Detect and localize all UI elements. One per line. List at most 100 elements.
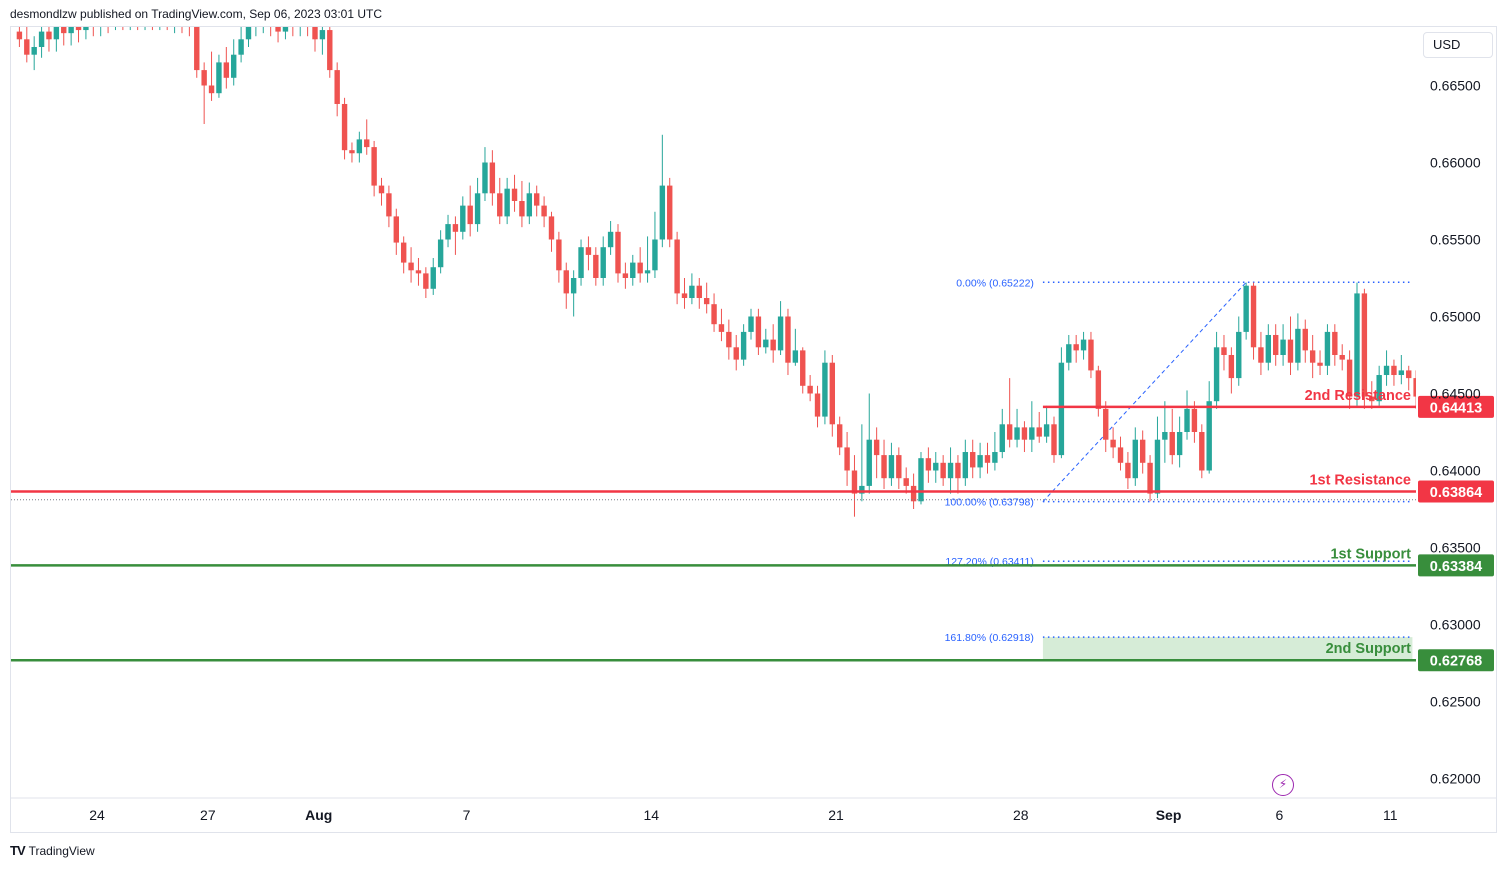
candle-body xyxy=(1206,401,1212,471)
candle-body xyxy=(1213,347,1220,402)
resistance-level-name: 1st Resistance xyxy=(1309,472,1411,488)
candle-body xyxy=(1354,293,1360,397)
candle-body xyxy=(600,247,606,278)
y-tick-label: 0.62000 xyxy=(1430,771,1481,787)
candle-body xyxy=(1029,427,1035,440)
resistance-price-tag-label: 0.64413 xyxy=(1430,400,1482,416)
candle-body xyxy=(740,331,747,360)
fib-extension-zone xyxy=(1042,637,1413,661)
candle-body xyxy=(947,462,954,479)
candle-body xyxy=(1280,339,1286,355)
candle-body xyxy=(1110,439,1116,448)
candle-body xyxy=(1006,424,1013,440)
candle-body xyxy=(844,447,850,471)
candle-body xyxy=(970,452,976,468)
candle-body xyxy=(910,485,917,502)
candle-body xyxy=(1243,285,1249,332)
candle-body xyxy=(622,273,629,278)
support-price-tag-label: 0.62768 xyxy=(1430,654,1482,670)
candle-body xyxy=(903,478,909,486)
candle-body xyxy=(371,147,377,186)
y-tick-label: 0.65000 xyxy=(1430,309,1481,325)
candle-body xyxy=(334,70,340,104)
candle-body xyxy=(408,262,414,271)
candle-body xyxy=(519,201,525,217)
candle-body xyxy=(822,362,828,417)
footer-brand: TV TradingView xyxy=(10,843,95,858)
candle-body xyxy=(526,193,533,217)
candle-body xyxy=(814,393,821,417)
candle-body xyxy=(570,278,577,294)
candle-body xyxy=(933,462,939,471)
candle-body xyxy=(1191,408,1198,432)
chart-frame[interactable] xyxy=(10,26,1497,833)
candle-body xyxy=(1176,432,1183,456)
candle-body xyxy=(31,47,37,55)
candle-body xyxy=(452,224,459,232)
candle-body xyxy=(1125,462,1131,479)
candle-body xyxy=(135,16,140,24)
y-tick-label: 0.64500 xyxy=(1430,386,1481,402)
plot-area[interactable] xyxy=(11,9,1471,661)
candle-body xyxy=(504,188,510,217)
candle-body xyxy=(1317,362,1323,366)
candle-body xyxy=(992,452,998,463)
candle-body xyxy=(962,452,969,479)
lightning-bolt-icon[interactable]: ⚡ xyxy=(1272,774,1294,796)
fib-level-label: 0.00% (0.65222) xyxy=(956,277,1034,289)
candle-body xyxy=(305,24,310,27)
candle-body xyxy=(1346,359,1353,397)
candle-body xyxy=(644,270,651,274)
x-tick-label: 21 xyxy=(828,807,844,823)
candle-body xyxy=(1080,339,1087,351)
y-tick-label: 0.63500 xyxy=(1430,540,1481,556)
candle-body xyxy=(859,485,865,494)
support-level-name: 1st Support xyxy=(1330,546,1411,562)
candle-body xyxy=(1058,362,1065,456)
resistance-price-tag-label: 0.63864 xyxy=(1430,485,1482,501)
candle-body xyxy=(261,21,266,24)
y-tick-label: 0.62500 xyxy=(1430,694,1481,710)
candle-body xyxy=(282,27,289,32)
candle-body xyxy=(312,27,318,40)
candle-body xyxy=(593,254,599,278)
support-price-tag xyxy=(1418,649,1494,672)
candle-body xyxy=(1391,365,1397,376)
candle-body xyxy=(497,193,503,217)
candle-body xyxy=(201,70,207,86)
x-tick-label: 28 xyxy=(1013,807,1029,823)
candle-body xyxy=(548,216,555,240)
candle-body xyxy=(1051,424,1057,456)
candle-body xyxy=(630,262,636,278)
resistance-level-name: 2nd Resistance xyxy=(1305,388,1411,404)
candle-body xyxy=(1073,344,1079,351)
candle-body xyxy=(1458,509,1463,524)
candle-body xyxy=(482,162,488,194)
candle-body xyxy=(341,103,348,151)
candle-body xyxy=(785,316,791,363)
candle-body xyxy=(489,162,496,194)
candle-body xyxy=(1221,347,1227,355)
candle-body xyxy=(637,262,643,274)
candle-body xyxy=(999,424,1005,453)
candle-body xyxy=(1295,328,1301,363)
x-tick-label: 6 xyxy=(1276,807,1284,823)
x-tick-label: Aug xyxy=(305,807,332,823)
candle-body xyxy=(1302,328,1308,351)
candle-body xyxy=(829,362,836,425)
candle-body xyxy=(1465,504,1470,524)
x-tick-label: 27 xyxy=(200,807,216,823)
candle-body xyxy=(1021,427,1028,440)
candle-body xyxy=(172,21,177,24)
candle-body xyxy=(1383,365,1390,376)
currency-selector[interactable]: USD xyxy=(1423,32,1493,58)
candle-body xyxy=(38,31,45,47)
candle-body xyxy=(1066,344,1072,363)
candle-body xyxy=(1139,439,1146,463)
candle-body xyxy=(430,267,436,289)
candle-body xyxy=(1369,396,1375,402)
candle-body xyxy=(24,39,30,55)
resistance-price-tag xyxy=(1418,480,1494,503)
candle-body xyxy=(319,30,326,40)
